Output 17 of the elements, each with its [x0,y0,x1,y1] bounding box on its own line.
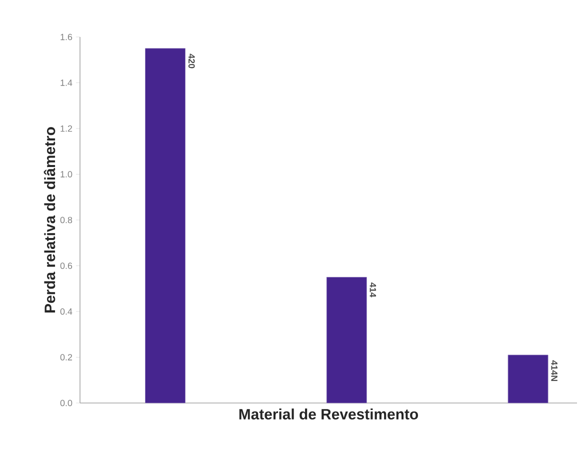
y-tick-label: 0.4 [60,308,72,315]
y-tick-label: 1.6 [60,34,72,40]
y-tick-label: 0.8 [60,216,72,224]
y-tick-label: 1.0 [60,171,72,178]
bar [145,48,186,404]
y-tick-label: 0.2 [60,354,72,360]
y-tick-label: 1.2 [60,125,72,132]
bar [508,354,548,404]
y-axis-title: Perda relativa de diâmetro [44,127,56,312]
x-tick-label: 420 [188,54,195,68]
x-tick-label: 414N [551,360,558,381]
y-tick-label: 1.4 [60,80,72,86]
y-tick-label: 0.0 [60,400,72,406]
y-tick-label: 0.6 [60,262,72,269]
x-axis-title: Material de Revestimento [239,408,418,420]
x-tick-label: 414 [370,282,376,298]
bar [326,276,367,404]
